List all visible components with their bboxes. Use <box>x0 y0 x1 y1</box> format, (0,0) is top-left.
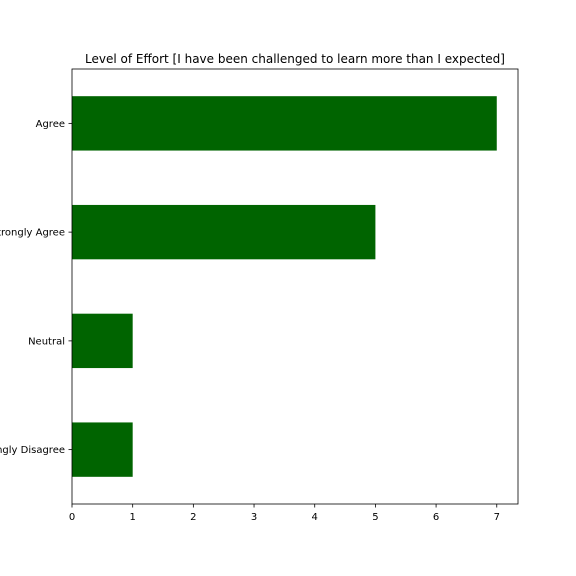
y-axis-ticks: Agree Strongly Agree Neutral Strongly Disag… <box>0 119 72 456</box>
x-tick-label: 3 <box>251 512 257 523</box>
y-tick-label: Strongly Agree <box>0 228 65 239</box>
x-tick-label: 4 <box>312 512 318 523</box>
x-tick-label: 1 <box>129 512 135 523</box>
bar-agree <box>72 96 497 151</box>
plot-frame <box>71 68 519 505</box>
y-tick-label: Neutral <box>28 336 65 347</box>
bars <box>72 96 497 477</box>
x-tick-label: 6 <box>433 512 439 523</box>
x-tick-label: 0 <box>69 512 75 523</box>
x-tick-label: 7 <box>494 512 500 523</box>
y-tick-label: Agree <box>36 119 65 130</box>
x-tick-label: 2 <box>190 512 196 523</box>
chart-title: Level of Effort [I have been challenged … <box>85 52 505 66</box>
x-tick-label: 5 <box>372 512 378 523</box>
bar-strongly-disagree <box>72 422 133 477</box>
bar-strongly-agree <box>72 204 376 260</box>
y-tick-label: Strongly Disagree <box>0 445 65 456</box>
x-axis-ticks: 0 1 2 3 4 5 6 7 <box>69 504 500 523</box>
bar-neutral <box>72 313 133 369</box>
